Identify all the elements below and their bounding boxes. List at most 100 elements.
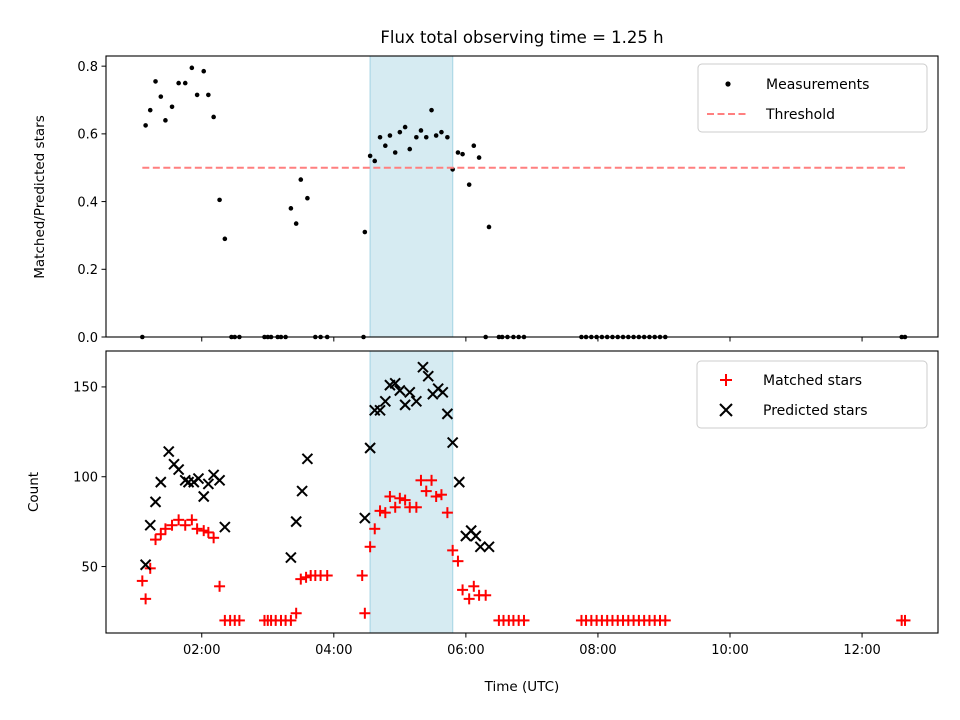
matched-stars-point bbox=[364, 541, 376, 553]
bottom-y-tick-label: 50 bbox=[81, 560, 98, 575]
measurements-point bbox=[182, 80, 188, 86]
measurements-point bbox=[402, 124, 408, 130]
predicted-stars-point-b bbox=[285, 551, 297, 564]
predicted-stars-point-b bbox=[172, 463, 185, 476]
chart-title: Flux total observing time = 1.25 h bbox=[380, 28, 663, 47]
top-y-tick-label: 0.0 bbox=[77, 331, 98, 346]
matched-stars-point bbox=[191, 523, 203, 535]
predicted-stars-point bbox=[374, 404, 386, 416]
matched-stars-point bbox=[214, 580, 226, 592]
top-legend-box bbox=[697, 63, 928, 133]
top-panel: 0.0 0.2 0.4 0.6 0.8 Flux total observing tim… bbox=[32, 28, 939, 346]
predicted-stars-point-b bbox=[364, 442, 376, 454]
matched-stars-point bbox=[179, 519, 191, 531]
measurements-point bbox=[153, 79, 158, 84]
measurements-point bbox=[407, 146, 413, 152]
predicted-stars-point bbox=[394, 384, 406, 397]
measurements-point bbox=[293, 221, 299, 226]
predicted-stars-point bbox=[470, 530, 482, 542]
predicted-stars-point bbox=[172, 463, 185, 476]
bottom-panel: 02:00 04:00 06:00 08:00 10:00 12:00 50 100 150 T… bbox=[26, 350, 939, 695]
legend-matched-marker bbox=[720, 374, 732, 386]
measurements-point bbox=[189, 65, 195, 71]
measurements-point bbox=[143, 123, 148, 128]
measurements-point bbox=[201, 68, 207, 74]
measurements-point bbox=[387, 133, 393, 138]
matched-stars-point bbox=[435, 489, 447, 501]
matched-stars-point bbox=[410, 501, 422, 513]
measurements-point bbox=[217, 197, 222, 203]
matched-stars-point bbox=[394, 492, 406, 504]
matched-stars-point bbox=[659, 614, 671, 626]
measurements-point bbox=[445, 134, 450, 140]
measurements-point bbox=[372, 158, 378, 164]
predicted-stars-point bbox=[213, 474, 226, 487]
predicted-stars-point-b bbox=[144, 519, 156, 531]
legend-measurements-marker bbox=[725, 81, 731, 87]
top-observing-span bbox=[370, 56, 453, 337]
matched-stars-point bbox=[166, 519, 178, 531]
matched-stars-point bbox=[457, 584, 469, 596]
predicted-stars-point-b bbox=[483, 541, 495, 553]
measurements-point bbox=[455, 150, 461, 155]
predicted-stars-point bbox=[389, 377, 401, 390]
predicted-stars-point bbox=[483, 541, 495, 553]
predicted-stars-point-b bbox=[202, 478, 215, 490]
bottom-x-tick-label: 08:00 bbox=[579, 643, 616, 658]
predicted-stars-point-b bbox=[410, 395, 423, 408]
predicted-stars-point-b bbox=[422, 370, 434, 382]
predicted-stars-point bbox=[179, 474, 191, 487]
matched-stars-point bbox=[321, 570, 333, 582]
top-y-tick-label: 0.6 bbox=[77, 128, 98, 143]
measurements-point bbox=[471, 143, 477, 149]
measurements-point bbox=[397, 129, 403, 135]
measurements-point bbox=[439, 129, 444, 135]
measurements-point bbox=[383, 143, 388, 149]
matched-stars-point bbox=[295, 573, 307, 585]
matched-stars-point bbox=[374, 505, 386, 517]
measurements-point bbox=[298, 177, 304, 182]
predicted-stars-point bbox=[446, 436, 459, 449]
predicted-stars-point bbox=[364, 442, 376, 454]
predicted-stars-point bbox=[144, 519, 156, 531]
measurements-point bbox=[460, 151, 465, 157]
top-y-tick-label: 0.4 bbox=[77, 195, 98, 210]
top-y-axis-label: Matched/Predicted stars bbox=[32, 115, 48, 278]
measurements-point bbox=[367, 153, 373, 159]
predicted-stars-point-b bbox=[379, 395, 392, 408]
measurements-point bbox=[169, 104, 175, 110]
predicted-stars-point-b bbox=[470, 530, 482, 542]
matched-stars-point bbox=[285, 614, 297, 626]
matched-stars-point bbox=[452, 555, 464, 567]
matched-stars-point bbox=[379, 507, 391, 519]
measurements-point bbox=[362, 229, 368, 235]
predicted-stars-point bbox=[437, 386, 449, 399]
predicted-stars-point bbox=[192, 472, 205, 485]
measurements-point bbox=[147, 107, 153, 113]
bottom-x-tick-label: 02:00 bbox=[183, 643, 220, 658]
legend-predicted-label: Predicted stars bbox=[763, 403, 868, 419]
matched-stars-point bbox=[399, 494, 411, 506]
measurements-point bbox=[418, 128, 424, 133]
measurements-point bbox=[423, 134, 429, 140]
bottom-x-tick-label: 06:00 bbox=[447, 643, 484, 658]
predicted-stars-point bbox=[285, 551, 297, 564]
matched-stars-point bbox=[173, 514, 185, 526]
matched-stars-point bbox=[420, 485, 432, 497]
predicted-stars-point-b bbox=[290, 515, 302, 528]
measurements-point bbox=[429, 107, 434, 113]
measurements-point bbox=[222, 236, 228, 242]
matched-stars-point bbox=[356, 570, 368, 582]
measurements-point bbox=[163, 118, 168, 123]
matched-stars-point bbox=[480, 589, 492, 601]
predicted-stars-point-b bbox=[359, 512, 371, 524]
matched-stars-point bbox=[150, 534, 162, 546]
matched-stars-point bbox=[441, 507, 453, 519]
matched-stars-point bbox=[208, 532, 220, 544]
predicted-stars-point-b bbox=[394, 384, 406, 397]
matched-stars-point bbox=[384, 490, 396, 502]
predicted-stars-point-b bbox=[163, 445, 175, 458]
matched-stars-point bbox=[468, 580, 480, 592]
bottom-plot-frame bbox=[105, 350, 939, 634]
